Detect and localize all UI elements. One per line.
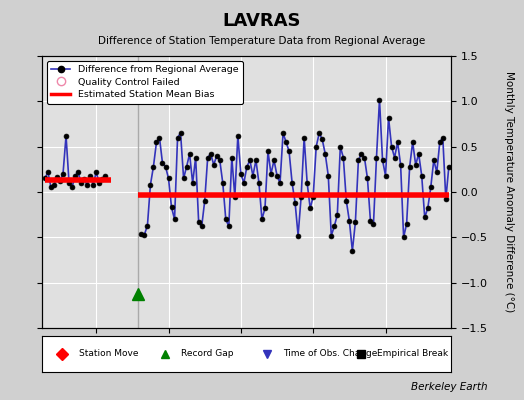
Text: Time of Obs. Change: Time of Obs. Change bbox=[283, 350, 377, 358]
Text: Empirical Break: Empirical Break bbox=[377, 350, 448, 358]
Text: Difference of Station Temperature Data from Regional Average: Difference of Station Temperature Data f… bbox=[99, 36, 425, 46]
Text: Berkeley Earth: Berkeley Earth bbox=[411, 382, 487, 392]
Text: Station Move: Station Move bbox=[79, 350, 138, 358]
Text: Record Gap: Record Gap bbox=[181, 350, 233, 358]
Y-axis label: Monthly Temperature Anomaly Difference (°C): Monthly Temperature Anomaly Difference (… bbox=[504, 71, 514, 313]
Text: LAVRAS: LAVRAS bbox=[223, 12, 301, 30]
Legend: Difference from Regional Average, Quality Control Failed, Estimated Station Mean: Difference from Regional Average, Qualit… bbox=[47, 61, 243, 104]
